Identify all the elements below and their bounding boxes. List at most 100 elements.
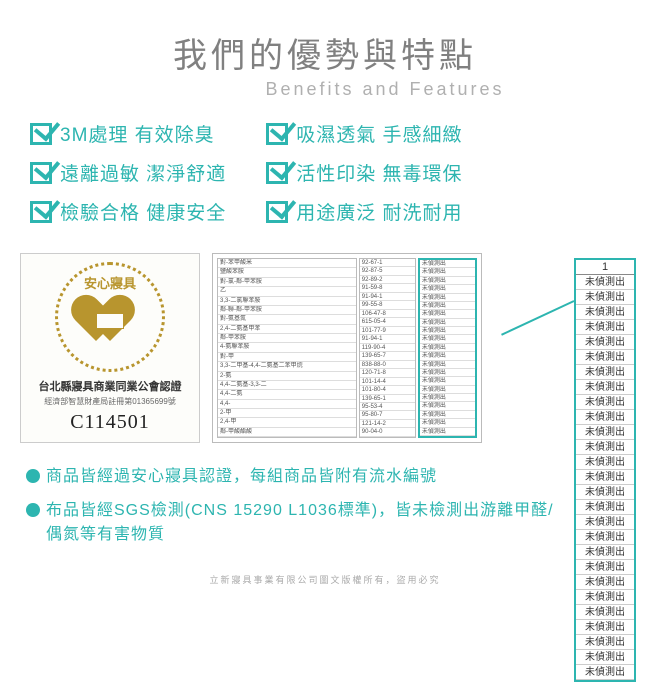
report-cell: 99-55-8 bbox=[360, 301, 415, 309]
report-cell: 106-47-8 bbox=[360, 310, 415, 318]
feature-label: 檢驗合格 健康安全 bbox=[60, 198, 226, 225]
highlight-cell: 未偵測出 bbox=[576, 320, 634, 335]
features-right-column: 吸濕透氣 手感細緻 活性印染 無毒環保 用途廣泛 耐洗耐用 bbox=[266, 120, 462, 225]
highlight-cell: 未偵測出 bbox=[576, 620, 634, 635]
certification-section: 安心寢具 台北縣寢具商業同業公會認證 經濟部智慧財產局註冊第01365699號 … bbox=[0, 235, 650, 453]
cert-registration: 經濟部智慧財產局註冊第01365699號 bbox=[44, 396, 176, 407]
highlight-cell: 未偵測出 bbox=[576, 560, 634, 575]
feature-item: 吸濕透氣 手感細緻 bbox=[266, 120, 462, 147]
checkmark-icon bbox=[266, 162, 288, 184]
highlight-cell: 未偵測出 bbox=[576, 335, 634, 350]
checkmark-icon bbox=[30, 123, 52, 145]
report-cell: 未偵測出 bbox=[420, 428, 475, 436]
highlight-header: 1 bbox=[576, 260, 634, 275]
highlight-cell: 未偵測出 bbox=[576, 440, 634, 455]
bullet-notes: 商品皆經過安心寢具認證，每組商品皆附有流水編號 布品皆經SGS檢測(CNS 15… bbox=[0, 453, 650, 565]
report-cell: 90-04-0 bbox=[360, 428, 415, 436]
report-cell: 未偵測出 bbox=[420, 327, 475, 335]
report-cell: 838-88-0 bbox=[360, 361, 415, 369]
page-subtitle: Benefits and Features bbox=[120, 79, 650, 100]
feature-label: 活性印染 無毒環保 bbox=[296, 159, 462, 186]
report-cell: 101-80-4 bbox=[360, 386, 415, 394]
report-cell: 92-89-2 bbox=[360, 276, 415, 284]
report-cell: 139-65-1 bbox=[360, 395, 415, 403]
highlight-cell: 未偵測出 bbox=[576, 635, 634, 650]
report-cell: 未偵測出 bbox=[420, 310, 475, 318]
report-cell: 2-氨 bbox=[218, 372, 356, 381]
report-cell: 615-05-4 bbox=[360, 318, 415, 326]
highlight-cell: 未偵測出 bbox=[576, 410, 634, 425]
report-cell: 95-80-7 bbox=[360, 411, 415, 419]
report-cell: 92-87-5 bbox=[360, 267, 415, 275]
highlight-cell: 未偵測出 bbox=[576, 530, 634, 545]
highlight-cell: 未偵測出 bbox=[576, 515, 634, 530]
bullet-dot-icon bbox=[26, 503, 40, 517]
report-cell: 91-94-1 bbox=[360, 293, 415, 301]
highlight-cell: 未偵測出 bbox=[576, 485, 634, 500]
bullet-item: 布品皆經SGS檢測(CNS 15290 L1036標準)，皆未檢測出游離甲醛/偶… bbox=[26, 499, 560, 547]
feature-item: 3M處理 有效除臭 bbox=[30, 120, 226, 147]
report-code-column: 92-67-192-87-592-89-291-59-891-94-199-55… bbox=[359, 258, 416, 438]
heart-icon bbox=[82, 297, 138, 347]
report-cell: 未偵測出 bbox=[420, 344, 475, 352]
report-cell: 未偵測出 bbox=[420, 394, 475, 402]
highlight-cell: 未偵測出 bbox=[576, 290, 634, 305]
page-title: 我們的優勢與特點 bbox=[0, 28, 650, 77]
report-cell: 乙 bbox=[218, 287, 356, 296]
highlight-cell: 未偵測出 bbox=[576, 380, 634, 395]
report-cell: 未偵測出 bbox=[420, 377, 475, 385]
badge-title: 安心寢具 bbox=[84, 273, 136, 292]
report-cell: 對-氯-鄰-甲苯胺 bbox=[218, 278, 356, 287]
report-cell: 未偵測出 bbox=[420, 335, 475, 343]
bullet-text: 布品皆經SGS檢測(CNS 15290 L1036標準)，皆未檢測出游離甲醛/偶… bbox=[46, 499, 560, 547]
report-cell: 鹽酸苯胺 bbox=[218, 268, 356, 277]
highlight-cell: 未偵測出 bbox=[576, 545, 634, 560]
report-result-column: 未偵測出未偵測出未偵測出未偵測出未偵測出未偵測出未偵測出未偵測出未偵測出未偵測出… bbox=[418, 258, 477, 438]
report-cell: 91-59-8 bbox=[360, 284, 415, 292]
highlight-cell: 未偵測出 bbox=[576, 470, 634, 485]
report-cell: 未偵測出 bbox=[420, 302, 475, 310]
report-cell: 139-65-7 bbox=[360, 352, 415, 360]
report-cell: 119-90-4 bbox=[360, 344, 415, 352]
highlight-cell: 未偵測出 bbox=[576, 350, 634, 365]
report-cell: 4,4- bbox=[218, 400, 356, 409]
feature-label: 用途廣泛 耐洗耐用 bbox=[296, 198, 462, 225]
report-cell: 121-14-2 bbox=[360, 420, 415, 428]
bullet-item: 商品皆經過安心寢具認證，每組商品皆附有流水編號 bbox=[26, 465, 560, 489]
report-cell: 120-71-8 bbox=[360, 369, 415, 377]
feature-label: 遠離過敏 潔淨舒適 bbox=[60, 159, 226, 186]
highlight-cell: 未偵測出 bbox=[576, 275, 634, 290]
test-report-table: 對-苯甲酸米鹽酸苯胺對-氯-鄰-甲苯胺乙3,3-二氯聯苯胺鄰-聯-鄰-甲苯胺對-… bbox=[212, 253, 482, 443]
bullet-dot-icon bbox=[26, 469, 40, 483]
highlight-cell: 未偵測出 bbox=[576, 425, 634, 440]
title-block: 我們的優勢與特點 Benefits and Features bbox=[0, 0, 650, 100]
cert-org-name: 台北縣寢具商業同業公會認證 bbox=[39, 378, 182, 394]
feature-label: 3M處理 有效除臭 bbox=[60, 120, 215, 147]
checkmark-icon bbox=[30, 201, 52, 223]
report-cell: 未偵測出 bbox=[420, 411, 475, 419]
report-cell: 91-94-1 bbox=[360, 335, 415, 343]
report-cell: 鄰-甲苯胺 bbox=[218, 334, 356, 343]
report-cell: 未偵測出 bbox=[420, 361, 475, 369]
report-cell: 未偵測出 bbox=[420, 419, 475, 427]
report-cell: 未偵測出 bbox=[420, 402, 475, 410]
highlight-cell: 未偵測出 bbox=[576, 605, 634, 620]
report-cell: 101-14-4 bbox=[360, 378, 415, 386]
bed-icon bbox=[96, 313, 124, 329]
feature-item: 活性印染 無毒環保 bbox=[266, 159, 462, 186]
report-cell: 2,4-甲 bbox=[218, 418, 356, 427]
features-grid: 3M處理 有效除臭 遠離過敏 潔淨舒適 檢驗合格 健康安全 吸濕透氣 手感細緻 … bbox=[0, 100, 650, 235]
features-left-column: 3M處理 有效除臭 遠離過敏 潔淨舒適 檢驗合格 健康安全 bbox=[30, 120, 226, 225]
report-cell: 未偵測出 bbox=[420, 277, 475, 285]
report-cell: 未偵測出 bbox=[420, 369, 475, 377]
report-cell: 92-67-1 bbox=[360, 259, 415, 267]
report-cell: 未偵測出 bbox=[420, 319, 475, 327]
report-cell: 未偵測出 bbox=[420, 285, 475, 293]
report-cell: 對-苯甲酸米 bbox=[218, 259, 356, 268]
report-cell: 未偵測出 bbox=[420, 268, 475, 276]
feature-item: 遠離過敏 潔淨舒適 bbox=[30, 159, 226, 186]
report-cell: 101-77-9 bbox=[360, 327, 415, 335]
highlight-cell: 未偵測出 bbox=[576, 395, 634, 410]
highlight-cell: 未偵測出 bbox=[576, 665, 634, 680]
report-cell: 3,3-二氯聯苯胺 bbox=[218, 297, 356, 306]
